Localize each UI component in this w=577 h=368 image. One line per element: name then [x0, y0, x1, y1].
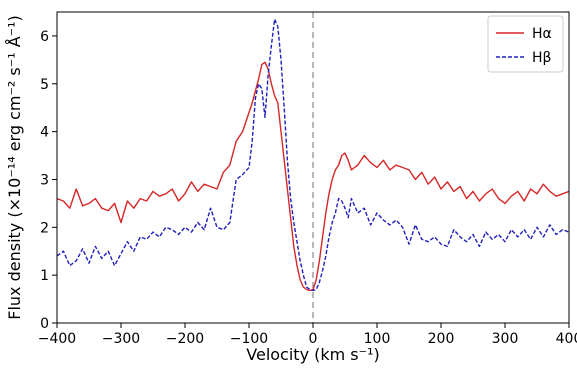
legend-label: Hα	[532, 26, 552, 42]
legend-label: Hβ	[532, 50, 551, 66]
x-tick-label: 400	[556, 331, 577, 347]
legend: Hα Hβ	[487, 15, 564, 73]
y-tick-label: 1	[40, 268, 49, 284]
series-line-hbeta	[57, 18, 569, 292]
x-tick-label: −200	[166, 331, 204, 347]
y-tick-label: 6	[40, 29, 49, 45]
x-axis-ticks: −400 −300 −200 −100 0 100 200 300 400	[38, 323, 577, 347]
x-tick-label: 100	[364, 331, 391, 347]
y-axis-ticks: 0 1 2 3 4 5 6	[40, 29, 57, 332]
y-axis-label: Flux density (×10⁻¹⁴ erg cm⁻² s⁻¹ Å⁻¹)	[5, 15, 24, 320]
y-tick-label: 2	[40, 220, 49, 236]
x-tick-label: 300	[492, 331, 519, 347]
y-tick-label: 0	[40, 316, 49, 332]
y-tick-label: 3	[40, 172, 49, 188]
x-tick-label: 0	[309, 331, 318, 347]
x-tick-label: 200	[428, 331, 455, 347]
y-tick-label: 4	[40, 125, 49, 141]
legend-box	[487, 15, 564, 73]
x-tick-label: −400	[38, 331, 76, 347]
y-tick-label: 5	[40, 77, 49, 93]
x-tick-label: −300	[102, 331, 140, 347]
series-line-halpha	[57, 61, 569, 292]
x-tick-label: −100	[230, 331, 268, 347]
x-axis-label: Velocity (km s⁻¹)	[246, 345, 379, 364]
series-layer	[57, 18, 569, 292]
